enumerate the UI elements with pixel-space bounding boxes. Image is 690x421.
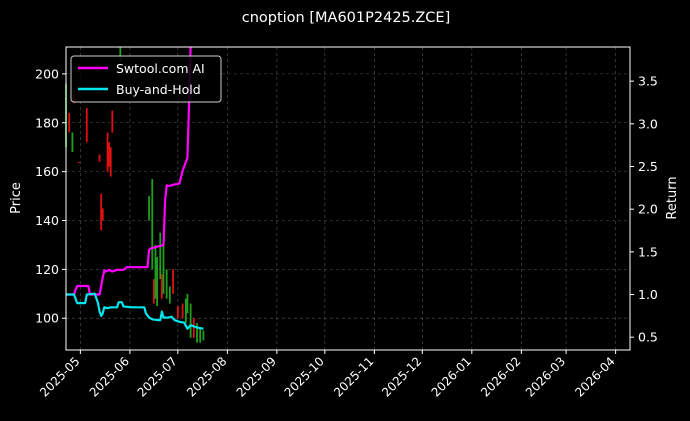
candle-up [156, 257, 158, 307]
series-line-buy-and-hold [66, 292, 204, 330]
candle-up [202, 330, 205, 341]
x-tick-label: 2025-09 [234, 354, 279, 399]
y-right-tick-label: 2.5 [638, 159, 658, 174]
candle-up [186, 293, 189, 314]
x-tick-label: 2025-11 [331, 354, 376, 399]
y-axis-left-label: Price [9, 182, 24, 214]
return-lines [66, 46, 204, 330]
candle-down [106, 132, 109, 172]
y-left-tick-label: 140 [35, 213, 59, 228]
candle-down [77, 161, 80, 164]
candle-down [101, 208, 104, 221]
candle-down [172, 269, 174, 294]
candle-up [148, 196, 150, 221]
y-right-tick-label: 0.5 [638, 330, 658, 345]
plot-frame [65, 46, 631, 351]
x-tick-label: 2026-02 [478, 354, 523, 399]
candle-up [199, 328, 202, 343]
legend-box [70, 55, 222, 103]
legend: Swtool.com AI Buy-and-Hold [70, 55, 222, 103]
x-tick-label: 2025-08 [184, 354, 229, 399]
candle-down [68, 112, 71, 133]
candle-up [189, 303, 192, 338]
x-tick-label: 2026-04 [572, 354, 617, 399]
candle-down [108, 142, 111, 167]
grid [66, 47, 630, 350]
x-axis: 2025-05 2025-06 2025-07 2025-08 2025-09 2025-… [37, 350, 618, 400]
candle-down [176, 306, 179, 319]
y-right-tick-label: 2.0 [638, 202, 658, 217]
candle-down [85, 108, 88, 143]
candle-down [160, 274, 163, 299]
y-left-tick-label: 160 [35, 164, 59, 179]
y-right-tick-label: 3.5 [638, 74, 658, 89]
x-tick-label: 2026-01 [429, 354, 474, 399]
y-axis-left: 100 120 140 160 180 200 [35, 66, 66, 326]
candle-down [109, 147, 112, 177]
x-tick-label: 2026-03 [523, 354, 568, 399]
candle-up [159, 232, 162, 280]
candle-down [111, 110, 114, 133]
candle-up [151, 178, 154, 270]
x-tick-label: 2025-06 [87, 354, 132, 399]
y-axis-right-label: Return [665, 176, 680, 219]
candle-down [192, 318, 195, 338]
y-left-tick-label: 120 [35, 262, 59, 277]
candle-up [162, 240, 165, 294]
candle-up [165, 269, 168, 299]
candle-up [184, 298, 187, 324]
x-tick-label: 2025-10 [282, 354, 327, 399]
candle-up [168, 286, 171, 304]
candle-up [196, 323, 198, 343]
candle-down [152, 279, 155, 304]
candle-up [119, 47, 122, 62]
y-left-tick-label: 100 [35, 311, 59, 326]
x-tick-label: 2025-07 [135, 354, 180, 399]
y-right-tick-label: 1.0 [638, 287, 658, 302]
legend-label-ai: Swtool.com AI [116, 61, 205, 76]
legend-label-bh: Buy-and-Hold [116, 82, 201, 97]
y-axis-right: 0.5 1.0 1.5 2.0 2.5 3.0 3.5 [630, 74, 658, 345]
x-tick-label: 2025-05 [37, 354, 82, 399]
y-left-tick-label: 180 [35, 115, 59, 130]
y-left-tick-label: 200 [35, 66, 59, 81]
candle-up [71, 132, 74, 153]
candle-down [181, 303, 184, 319]
y-right-tick-label: 3.0 [638, 116, 658, 131]
candle-down [98, 154, 101, 162]
candle-up [154, 244, 157, 299]
y-right-tick-label: 1.5 [638, 244, 658, 259]
chart-title: cnoption [MA601P2425.ZCE] [242, 10, 451, 26]
x-tick-label: 2025-12 [379, 354, 424, 399]
candle-down [100, 193, 103, 231]
